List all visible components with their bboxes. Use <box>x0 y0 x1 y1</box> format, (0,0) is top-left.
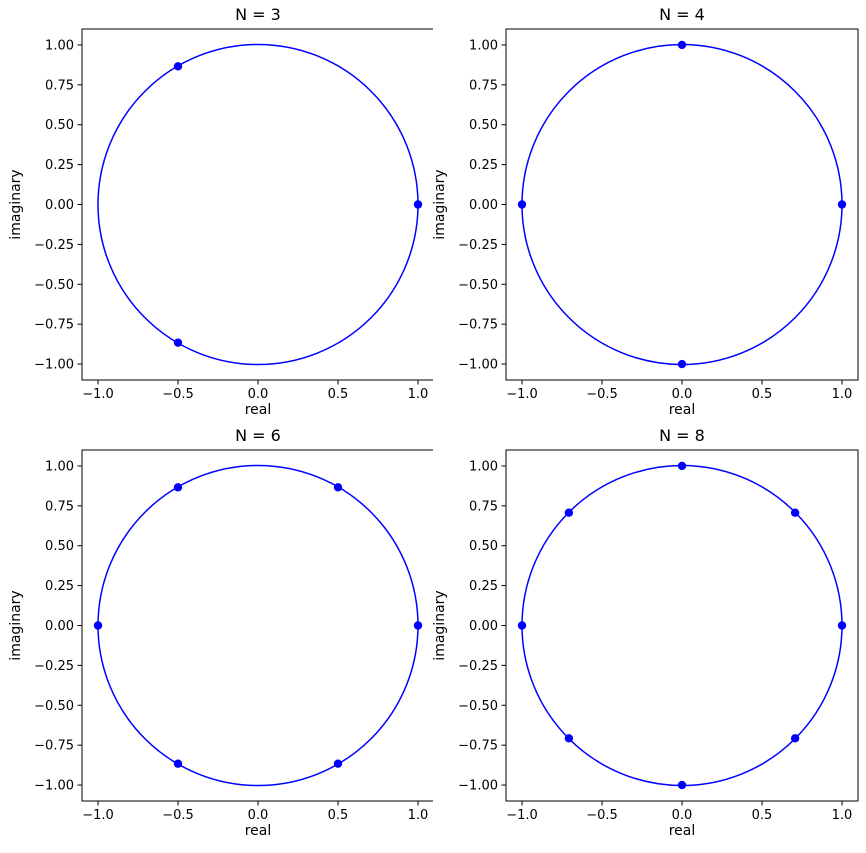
x-tick-label: 0.0 <box>672 808 693 823</box>
x-tick-label: 0.0 <box>248 808 269 823</box>
root-point <box>837 621 847 630</box>
y-tick-label: −0.75 <box>34 318 74 333</box>
y-axis-label: imaginary <box>8 590 24 660</box>
y-tick-label: −1.00 <box>458 358 498 373</box>
plot-area <box>505 449 859 802</box>
root-point <box>517 200 527 209</box>
y-tick-label: 0.00 <box>45 619 74 634</box>
root-point <box>173 483 183 492</box>
x-axis-label: real <box>245 402 272 418</box>
plot-title: N = 6 <box>235 427 281 445</box>
x-tick-label: −1.0 <box>82 387 114 402</box>
root-point <box>790 508 800 517</box>
y-tick-label: −0.75 <box>458 739 498 754</box>
x-tick-label: −0.5 <box>586 387 618 402</box>
subplot-n3: −1.0 −0.5 0.0 0.5 1.0 1.00 0.75 0.50 0.25 0.00 −0.… <box>8 5 433 418</box>
x-tick-label: −0.5 <box>586 808 618 823</box>
y-tick-label: 0.00 <box>45 198 74 213</box>
x-tick-label: 1.0 <box>832 387 853 402</box>
x-tick-label: 0.5 <box>328 387 349 402</box>
subplot-n6: −1.0 −0.5 0.0 0.5 1.0 1.00 0.75 0.50 0.25 0.00 −0.… <box>8 427 433 839</box>
x-tick-label: 0.0 <box>672 387 693 402</box>
x-axis-label: real <box>669 823 696 839</box>
root-point <box>93 621 103 630</box>
y-tick-label: 1.00 <box>469 459 498 474</box>
y-tick-label: −0.50 <box>458 278 498 293</box>
y-tick-label: −0.25 <box>458 238 498 253</box>
root-point <box>517 621 527 630</box>
y-tick-label: −0.75 <box>458 318 498 333</box>
y-tick-label: 1.00 <box>45 459 74 474</box>
y-tick-label: −0.50 <box>458 699 498 714</box>
root-point <box>564 508 574 517</box>
y-tick-label: 0.50 <box>45 539 74 554</box>
y-axis-label: imaginary <box>8 169 24 239</box>
subplot-n8: −1.0 −0.5 0.0 0.5 1.0 1.00 0.75 0.50 0.25 0.00 −0.… <box>433 427 859 839</box>
x-tick-label: −1.0 <box>506 808 538 823</box>
root-point <box>564 734 574 743</box>
x-tick-label: 1.0 <box>832 808 853 823</box>
x-axis-label: real <box>669 402 696 418</box>
root-point <box>333 483 343 492</box>
x-tick-label: 0.5 <box>752 387 773 402</box>
y-tick-label: −0.50 <box>34 699 74 714</box>
y-tick-label: 0.50 <box>469 118 498 133</box>
y-tick-label: 0.25 <box>45 579 74 594</box>
plot-area <box>81 28 433 381</box>
x-tick-label: 0.5 <box>328 808 349 823</box>
root-point <box>677 780 687 790</box>
x-tick-label: 0.5 <box>752 808 773 823</box>
root-point <box>173 759 183 768</box>
root-point <box>413 200 423 209</box>
plot-title: N = 8 <box>659 427 705 445</box>
y-tick-label: 0.75 <box>469 499 498 514</box>
x-axis-label: real <box>245 823 272 839</box>
y-tick-label: 0.75 <box>469 78 498 93</box>
y-tick-label: 1.00 <box>45 38 74 53</box>
y-tick-label: −0.25 <box>34 238 74 253</box>
y-tick-label: 0.00 <box>469 619 498 634</box>
y-tick-label: 0.50 <box>469 539 498 554</box>
y-tick-label: −1.00 <box>458 779 498 794</box>
y-tick-label: 0.00 <box>469 198 498 213</box>
x-tick-label: 1.0 <box>408 808 429 823</box>
root-point <box>837 200 847 209</box>
y-tick-label: −0.25 <box>458 659 498 674</box>
plot-title: N = 3 <box>235 5 281 24</box>
plot-area <box>505 28 859 381</box>
y-tick-label: −1.00 <box>34 779 74 794</box>
root-point <box>173 338 183 347</box>
root-point <box>790 734 800 743</box>
y-tick-label: 0.75 <box>45 78 74 93</box>
y-tick-label: −1.00 <box>34 358 74 373</box>
root-point <box>333 759 343 768</box>
x-tick-label: 1.0 <box>408 387 429 402</box>
root-point <box>677 40 687 50</box>
root-point <box>677 359 687 369</box>
x-tick-label: −1.0 <box>82 808 114 823</box>
plot-area <box>81 449 433 802</box>
root-point <box>413 621 423 630</box>
y-tick-label: 0.25 <box>469 579 498 594</box>
x-tick-label: −0.5 <box>162 808 194 823</box>
y-tick-label: −0.25 <box>34 659 74 674</box>
y-tick-label: 0.25 <box>469 158 498 173</box>
plot-title: N = 4 <box>659 5 705 24</box>
y-tick-label: 0.25 <box>45 158 74 173</box>
x-tick-label: −0.5 <box>162 387 194 402</box>
y-tick-label: −0.50 <box>34 278 74 293</box>
subplot-n4: −1.0 −0.5 0.0 0.5 1.0 1.00 0.75 0.50 0.25 0.00 −0.… <box>433 5 859 418</box>
root-point <box>173 62 183 71</box>
root-point <box>677 461 687 471</box>
y-axis-label: imaginary <box>433 590 448 660</box>
x-tick-label: −1.0 <box>506 387 538 402</box>
y-tick-label: 0.75 <box>45 499 74 514</box>
y-tick-label: −0.75 <box>34 739 74 754</box>
y-tick-label: 0.50 <box>45 118 74 133</box>
y-axis-label: imaginary <box>433 169 448 239</box>
x-tick-label: 0.0 <box>248 387 269 402</box>
y-tick-label: 1.00 <box>469 38 498 53</box>
